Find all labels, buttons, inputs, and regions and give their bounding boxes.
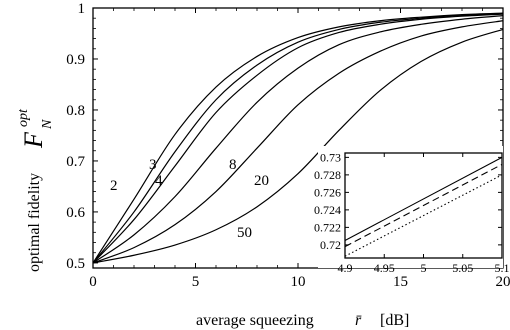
inset-x-tick-label: 4.95 bbox=[374, 261, 395, 275]
inset-x-tick-label: 5 bbox=[421, 261, 427, 275]
x-tick-label: 10 bbox=[291, 274, 306, 290]
inset-y-tick-label: 0.728 bbox=[314, 168, 341, 182]
y-axis-subscript: N bbox=[40, 119, 55, 130]
x-tick-label: 15 bbox=[393, 274, 408, 290]
x-tick-label: 5 bbox=[192, 274, 200, 290]
series-line-4 bbox=[92, 13, 504, 264]
main-axis-ticks: 0 5 10 15 20 0.5 0.6 0.7 0.8 0.9 1 bbox=[66, 1, 510, 290]
y-axis-symbol: F bbox=[19, 131, 48, 149]
inset-x-tick-label: 5.1 bbox=[495, 261, 510, 275]
curve-label-2: 2 bbox=[110, 178, 118, 194]
y-tick-label: 1 bbox=[78, 1, 86, 17]
curve-label-50: 50 bbox=[237, 225, 252, 241]
curve-label-20: 20 bbox=[254, 173, 269, 189]
inset-background bbox=[318, 146, 503, 268]
inset-y-tick-label: 0.72 bbox=[320, 238, 341, 252]
y-axis-label: optimal fidelity F N opt bbox=[16, 108, 55, 272]
inset-line-dashed bbox=[344, 163, 503, 248]
series-line-3 bbox=[92, 13, 504, 264]
curve-label-3: 3 bbox=[149, 157, 157, 173]
inset-curves bbox=[344, 156, 503, 257]
inset-x-tick-label: 5.05 bbox=[452, 261, 473, 275]
main-curves bbox=[92, 12, 504, 264]
series-line-50 bbox=[92, 28, 504, 264]
curve-label-8: 8 bbox=[229, 157, 237, 173]
inset-y-tick-label: 0.73 bbox=[320, 150, 341, 164]
y-tick-label: 0.8 bbox=[66, 103, 85, 119]
inset-chart: 4.9 4.95 5 5.05 5.1 0.72 0.722 0.724 0.726 0.728 0… bbox=[314, 146, 510, 275]
y-tick-label: 0.5 bbox=[66, 256, 85, 272]
inset-line-solid bbox=[344, 156, 503, 241]
inset-line-dotted bbox=[344, 174, 503, 257]
x-axis-label-text: average squeezing bbox=[196, 312, 314, 329]
y-axis-superscript: opt bbox=[16, 108, 31, 127]
x-tick-label: 20 bbox=[496, 274, 510, 290]
curve-label-4: 4 bbox=[155, 173, 163, 189]
inset-axis-ticks: 4.9 4.95 5 5.05 5.1 0.72 0.722 0.724 0.726 0.728 0… bbox=[314, 150, 510, 275]
inset-y-tick-label: 0.722 bbox=[314, 220, 341, 234]
y-tick-label: 0.7 bbox=[66, 154, 85, 170]
inset-x-tick-label: 4.9 bbox=[338, 261, 353, 275]
x-tick-label: 0 bbox=[89, 274, 97, 290]
inset-y-tick-label: 0.724 bbox=[314, 203, 341, 217]
y-axis-label-text: optimal fidelity bbox=[26, 173, 43, 272]
y-tick-label: 0.6 bbox=[66, 205, 85, 221]
series-line-2 bbox=[92, 12, 504, 264]
inset-y-tick-label: 0.726 bbox=[314, 185, 341, 199]
x-axis-symbol: r̄ bbox=[355, 312, 362, 329]
series-line-8 bbox=[92, 15, 504, 264]
x-axis-unit: [dB] bbox=[380, 312, 409, 329]
series-line-20 bbox=[92, 20, 504, 264]
y-tick-label: 0.9 bbox=[66, 52, 85, 68]
x-axis-label: average squeezing r̄ [dB] bbox=[196, 312, 409, 329]
